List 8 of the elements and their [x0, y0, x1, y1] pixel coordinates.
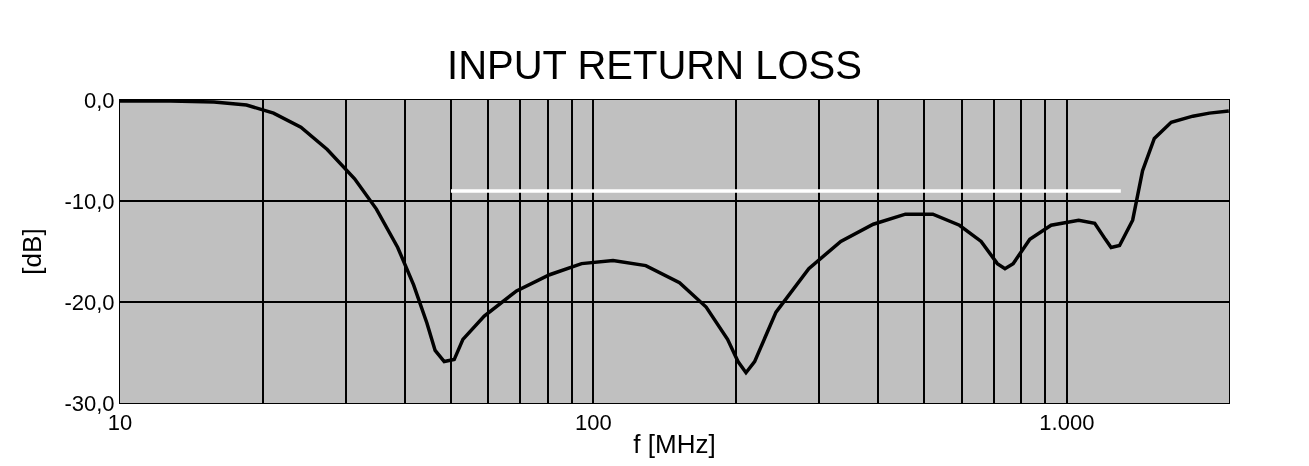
y-tick-label: -10,0 [64, 188, 115, 214]
y-axis-title: [dB] [16, 228, 47, 275]
x-tick-label: 1.000 [1039, 410, 1095, 436]
chart-title: INPUT RETURN LOSS [447, 43, 862, 88]
x-tick-label: 100 [575, 410, 612, 436]
y-tick-label: -20,0 [64, 289, 115, 315]
x-axis-title: f [MHz] [633, 429, 716, 460]
y-tick-label: 0,0 [84, 87, 115, 113]
